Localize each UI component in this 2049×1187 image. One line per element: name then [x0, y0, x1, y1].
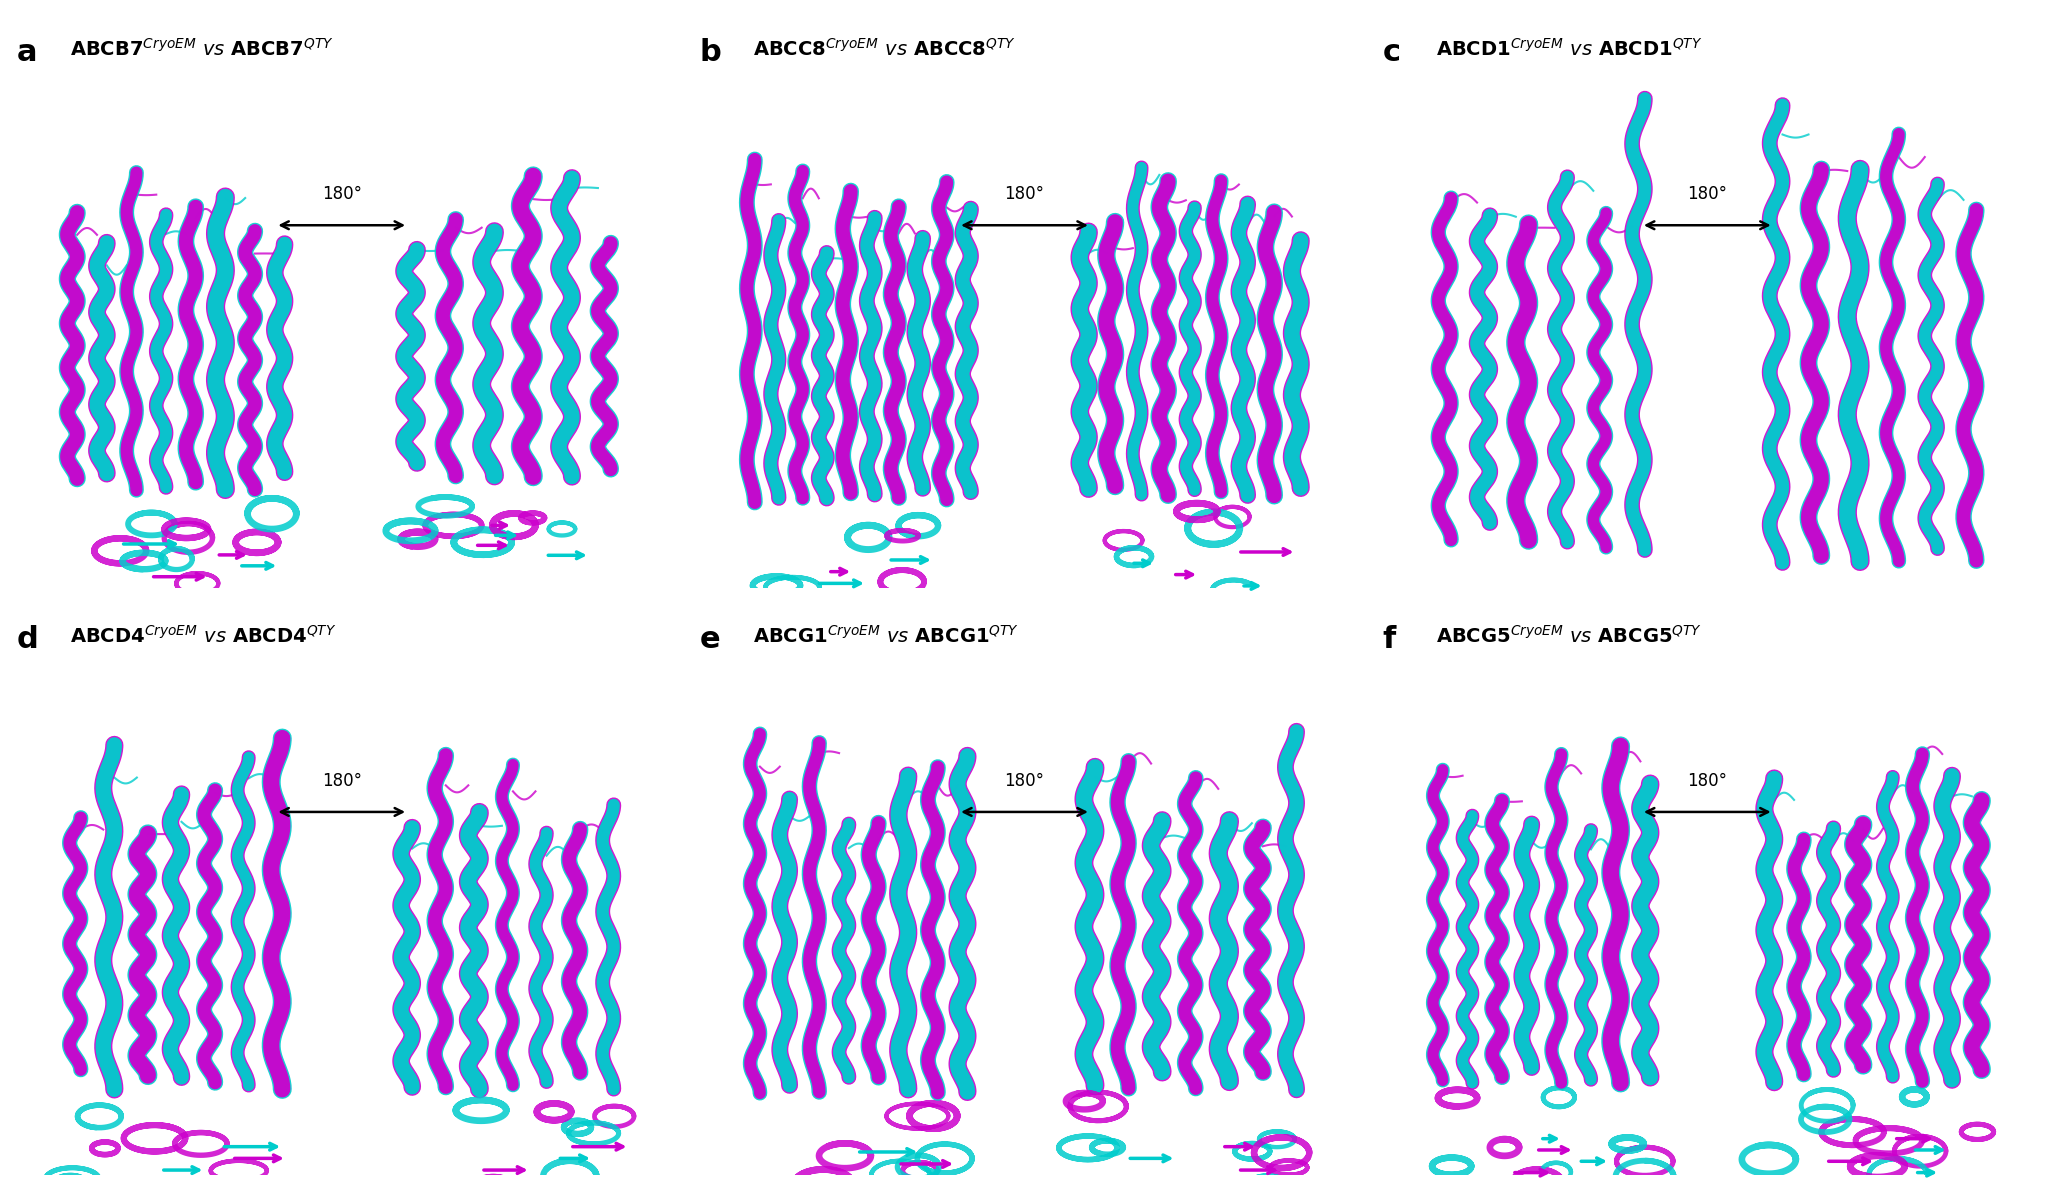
Text: ABCG5$^{\mathit{CryoEM}}$ $\mathit{vs}$ ABCG5$^{\mathit{QTY}}$: ABCG5$^{\mathit{CryoEM}}$ $\mathit{vs}$ … — [1436, 624, 1701, 647]
Text: e: e — [699, 624, 721, 654]
Text: 180°: 180° — [322, 772, 363, 789]
Text: 180°: 180° — [1686, 185, 1727, 203]
Text: ABCD4$^{\mathit{CryoEM}}$ $\mathit{vs}$ ABCD4$^{\mathit{QTY}}$: ABCD4$^{\mathit{CryoEM}}$ $\mathit{vs}$ … — [70, 624, 336, 647]
Text: a: a — [16, 38, 37, 66]
Text: 180°: 180° — [1004, 772, 1045, 789]
Text: f: f — [1383, 624, 1395, 654]
Text: ABCB7$^{\mathit{CryoEM}}$ $\mathit{vs}$ ABCB7$^{\mathit{QTY}}$: ABCB7$^{\mathit{CryoEM}}$ $\mathit{vs}$ … — [70, 38, 334, 61]
Text: 180°: 180° — [322, 185, 363, 203]
Text: c: c — [1383, 38, 1399, 66]
Text: ABCD1$^{\mathit{CryoEM}}$ $\mathit{vs}$ ABCD1$^{\mathit{QTY}}$: ABCD1$^{\mathit{CryoEM}}$ $\mathit{vs}$ … — [1436, 38, 1703, 61]
Text: ABCG1$^{\mathit{CryoEM}}$ $\mathit{vs}$ ABCG1$^{\mathit{QTY}}$: ABCG1$^{\mathit{CryoEM}}$ $\mathit{vs}$ … — [752, 624, 1018, 647]
Text: b: b — [699, 38, 721, 66]
Text: 180°: 180° — [1004, 185, 1045, 203]
Text: d: d — [16, 624, 39, 654]
Text: ABCC8$^{\mathit{CryoEM}}$ $\mathit{vs}$ ABCC8$^{\mathit{QTY}}$: ABCC8$^{\mathit{CryoEM}}$ $\mathit{vs}$ … — [752, 38, 1016, 61]
Text: 180°: 180° — [1686, 772, 1727, 789]
